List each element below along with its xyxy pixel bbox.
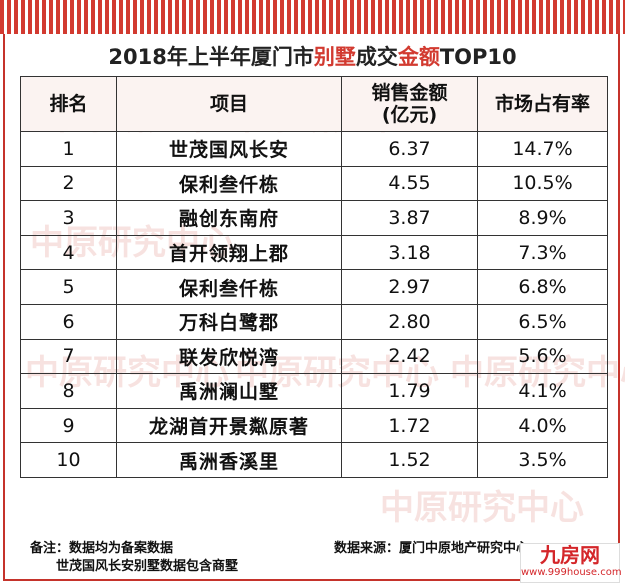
- header-rank: 排名: [20, 76, 117, 132]
- share-cell: 8.9%: [477, 200, 608, 236]
- table-row: 7 联发欣悦湾 2.42 5.6%: [20, 338, 608, 375]
- project-cell: 融创东南府: [116, 200, 342, 236]
- project-cell: 龙湖首开景粼原著: [116, 407, 342, 444]
- table-row: 5 保利叁仟栋 2.97 6.8%: [20, 269, 608, 305]
- amount-cell: 3.18: [341, 234, 478, 271]
- project-cell: 禹洲香溪里: [116, 442, 342, 478]
- project-cell: 保利叁仟栋: [116, 165, 342, 202]
- share-cell: 10.5%: [477, 165, 608, 202]
- footer-note-line1: 备注：数据均为备案数据: [30, 541, 174, 556]
- rank-cell: 7: [20, 338, 117, 375]
- title-part-2: 别墅: [313, 45, 356, 69]
- rank-cell: 3: [20, 200, 117, 236]
- table-row: 9 龙湖首开景粼原著 1.72 4.0%: [20, 407, 608, 444]
- rank-cell: 10: [20, 442, 117, 478]
- logo-mark: 九房网: [540, 543, 600, 567]
- table-header-row: 排名 项目 销售金额 (亿元) 市场占有率: [20, 76, 608, 132]
- table-row: 6 万科白鹭郡 2.80 6.5%: [20, 303, 608, 340]
- share-cell: 3.5%: [477, 442, 608, 478]
- amount-cell: 2.97: [341, 269, 478, 305]
- share-cell: 6.5%: [477, 303, 608, 340]
- amount-cell: 4.55: [341, 165, 478, 202]
- rank-cell: 8: [20, 373, 117, 409]
- table-row: 2 保利叁仟栋 4.55 10.5%: [20, 165, 608, 202]
- footer: 备注：数据均为备案数据 世茂国风长安别墅数据包含商墅 数据来源：厦门中原地产研究…: [30, 540, 610, 580]
- header-amount: 销售金额 (亿元): [341, 76, 478, 132]
- title-part-4: 金额: [397, 45, 440, 69]
- site-logo: 九房网 www.999house.com: [520, 543, 622, 583]
- share-cell: 14.7%: [477, 131, 608, 167]
- table-row: 3 融创东南府 3.87 8.9%: [20, 200, 608, 236]
- table-row: 1 世茂国风长安 6.37 14.7%: [20, 131, 608, 167]
- table-row: 4 首开领翔上郡 3.18 7.3%: [20, 234, 608, 271]
- footer-note: 备注：数据均为备案数据 世茂国风长安别墅数据包含商墅: [30, 540, 238, 576]
- project-cell: 保利叁仟栋: [116, 269, 342, 305]
- share-cell: 6.8%: [477, 269, 608, 305]
- table-row: 10 禹洲香溪里 1.52 3.5%: [20, 442, 608, 478]
- footer-note-line2: 世茂国风长安别墅数据包含商墅: [56, 559, 239, 574]
- project-cell: 首开领翔上郡: [116, 234, 342, 271]
- amount-cell: 2.80: [341, 303, 478, 340]
- rank-cell: 1: [20, 131, 117, 167]
- amount-cell: 2.42: [341, 338, 478, 375]
- share-cell: 4.0%: [477, 407, 608, 444]
- project-cell: 万科白鹭郡: [116, 303, 342, 340]
- rank-cell: 4: [20, 234, 117, 271]
- title-part-5: TOP10: [439, 45, 517, 69]
- project-cell: 联发欣悦湾: [116, 338, 342, 375]
- header-project: 项目: [116, 76, 342, 132]
- rank-cell: 5: [20, 269, 117, 305]
- table-row: 8 禹洲澜山墅 1.79 4.1%: [20, 373, 608, 409]
- decorative-top-stripes: [0, 0, 625, 34]
- amount-cell: 1.52: [341, 442, 478, 478]
- share-cell: 4.1%: [477, 373, 608, 409]
- rank-cell: 2: [20, 165, 117, 202]
- header-amount-line1: 销售金额: [371, 82, 448, 104]
- project-cell: 世茂国风长安: [116, 131, 342, 167]
- logo-url: www.999house.com: [521, 567, 622, 578]
- sales-table: 排名 项目 销售金额 (亿元) 市场占有率 1 世茂国风长安 6.37 14.7% 2 保…: [20, 76, 608, 478]
- rank-cell: 9: [20, 407, 117, 444]
- rank-cell: 6: [20, 303, 117, 340]
- project-cell: 禹洲澜山墅: [116, 373, 342, 409]
- table-title: 2018年上半年厦门市别墅成交金额TOP10: [0, 40, 625, 74]
- header-amount-line2: (亿元): [381, 104, 438, 126]
- header-share: 市场占有率: [477, 76, 608, 132]
- title-part-3: 成交: [355, 45, 398, 69]
- amount-cell: 1.72: [341, 407, 478, 444]
- amount-cell: 1.79: [341, 373, 478, 409]
- footer-source: 数据来源：厦门中原地产研究中心: [334, 541, 530, 556]
- amount-cell: 6.37: [341, 131, 478, 167]
- title-part-1: 2018年上半年厦门市: [108, 45, 314, 69]
- share-cell: 7.3%: [477, 234, 608, 271]
- share-cell: 5.6%: [477, 338, 608, 375]
- amount-cell: 3.87: [341, 200, 478, 236]
